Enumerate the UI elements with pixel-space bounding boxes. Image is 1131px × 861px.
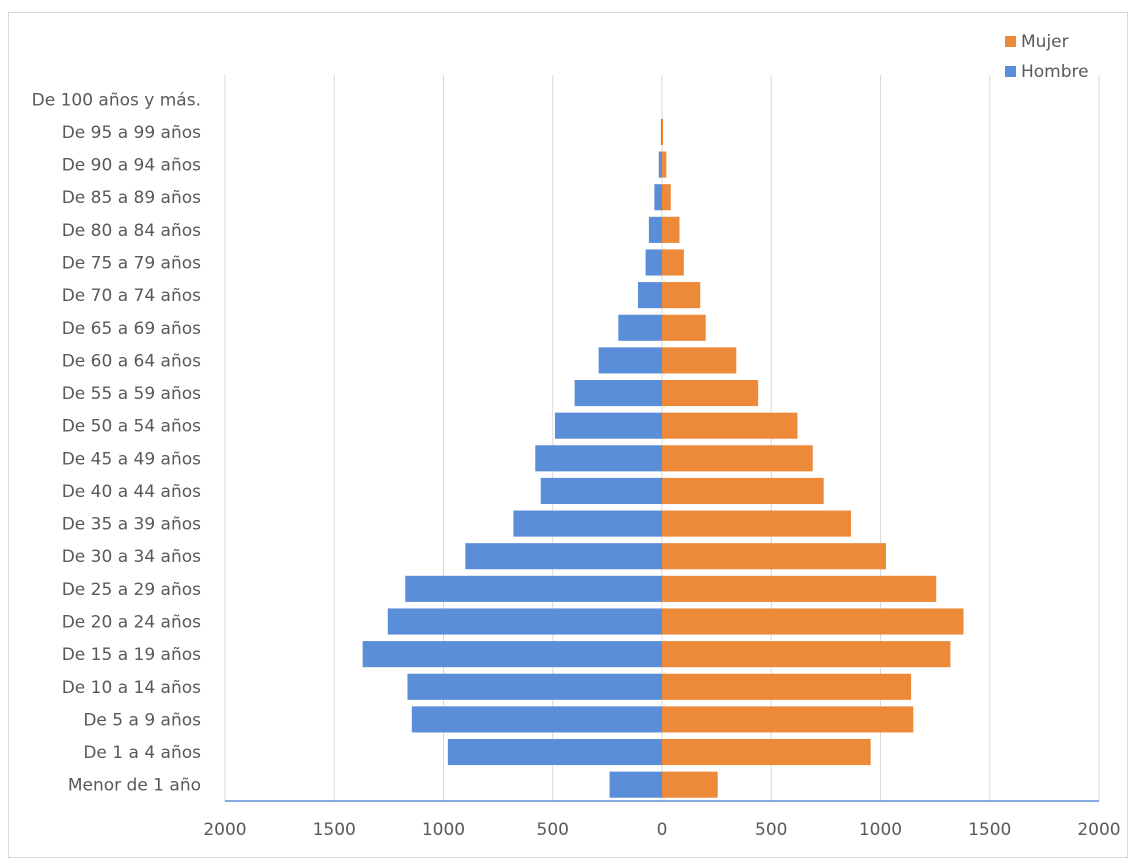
chart-frame: De 100 años y más. De 95 a 99 años De 90 a… [8,12,1128,858]
hombre-bar [405,575,662,602]
x-tick-label: 500 [755,820,787,840]
legend: Mujer Hombre [1005,32,1089,82]
mujer-bar [662,314,706,341]
hombre-bar [598,347,662,374]
hombre-legend-label: Hombre [1021,62,1089,82]
category-label: De 100 años y más. [32,90,201,110]
category-label: De 85 a 89 años [62,188,201,208]
bars [362,118,964,798]
hombre-bar [411,706,662,733]
category-label: De 60 a 64 años [62,351,201,371]
mujer-bar [662,249,684,276]
hombre-bar [447,738,662,766]
x-tick-labels: 2000 1500 1000 500 0 500 1000 1500 2000 [203,820,1120,840]
hombre-bar [637,282,662,309]
category-label: De 80 a 84 años [62,221,201,241]
category-label: De 10 a 14 años [62,678,201,698]
category-label: De 75 a 79 años [62,254,201,274]
hombre-bar [618,314,662,341]
category-label: De 30 a 34 años [62,547,201,567]
category-label: Menor de 1 año [68,776,201,796]
mujer-legend-swatch [1005,36,1016,47]
hombre-bar [387,608,662,635]
x-tick-label: 2000 [203,820,246,840]
mujer-bar [662,216,680,243]
mujer-bar [662,543,886,570]
category-label: De 55 a 59 años [62,384,201,404]
hombre-bar [574,379,662,407]
mujer-bar [662,673,912,700]
mujer-bar [662,412,798,439]
category-label: De 25 a 29 años [62,580,201,600]
hombre-bar [645,249,662,276]
hombre-bar [554,412,662,439]
category-label: De 65 a 69 años [62,319,201,339]
mujer-bar [662,477,824,505]
category-label: De 40 a 44 años [62,482,201,502]
x-tick-label: 1500 [968,820,1011,840]
mujer-bar [662,738,871,766]
mujer-bar [662,445,813,472]
category-label: De 35 a 39 años [62,515,201,535]
x-tick-label: 2000 [1077,820,1120,840]
hombre-bar [609,771,662,798]
mujer-bar [662,771,718,798]
mujer-bar [662,641,951,668]
hombre-bar [540,477,662,505]
mujer-bar [662,118,663,146]
mujer-bar [662,706,914,733]
category-label: De 50 a 54 años [62,417,201,437]
mujer-bar [662,184,671,211]
hombre-bar [648,216,662,243]
hombre-bar [535,445,662,472]
category-label: De 1 a 4 años [83,743,201,763]
hombre-legend-swatch [1005,66,1016,77]
mujer-bar [662,510,852,537]
x-tick-label: 0 [657,820,668,840]
category-label: De 90 a 94 años [62,156,201,176]
hombre-bar [465,543,662,570]
mujer-bar [662,575,937,602]
mujer-bar [662,347,737,374]
hombre-bar [407,673,662,700]
mujer-bar [662,608,964,635]
category-label: De 5 a 9 años [83,710,201,730]
hombre-bar [362,641,662,668]
hombre-bar [654,184,662,211]
category-label: De 70 a 74 años [62,286,201,306]
population-pyramid-chart: De 100 años y más. De 95 a 99 años De 90 a… [32,32,1121,840]
x-tick-label: 1000 [422,820,465,840]
hombre-bar [658,151,662,178]
category-label: De 95 a 99 años [62,123,201,143]
x-tick-label: 1000 [859,820,902,840]
x-tick-label: 1500 [313,820,356,840]
category-label: De 15 a 19 años [62,645,201,665]
mujer-bar [662,151,667,178]
category-label: De 45 a 49 años [62,449,201,469]
mujer-bar [662,379,759,407]
hombre-bar [660,118,662,146]
hombre-bar [513,510,662,537]
mujer-bar [662,282,701,309]
mujer-legend-label: Mujer [1021,32,1069,52]
x-tick-label: 500 [537,820,569,840]
category-labels: De 100 años y más. De 95 a 99 años De 90 a… [32,90,202,795]
category-label: De 20 a 24 años [62,613,201,633]
